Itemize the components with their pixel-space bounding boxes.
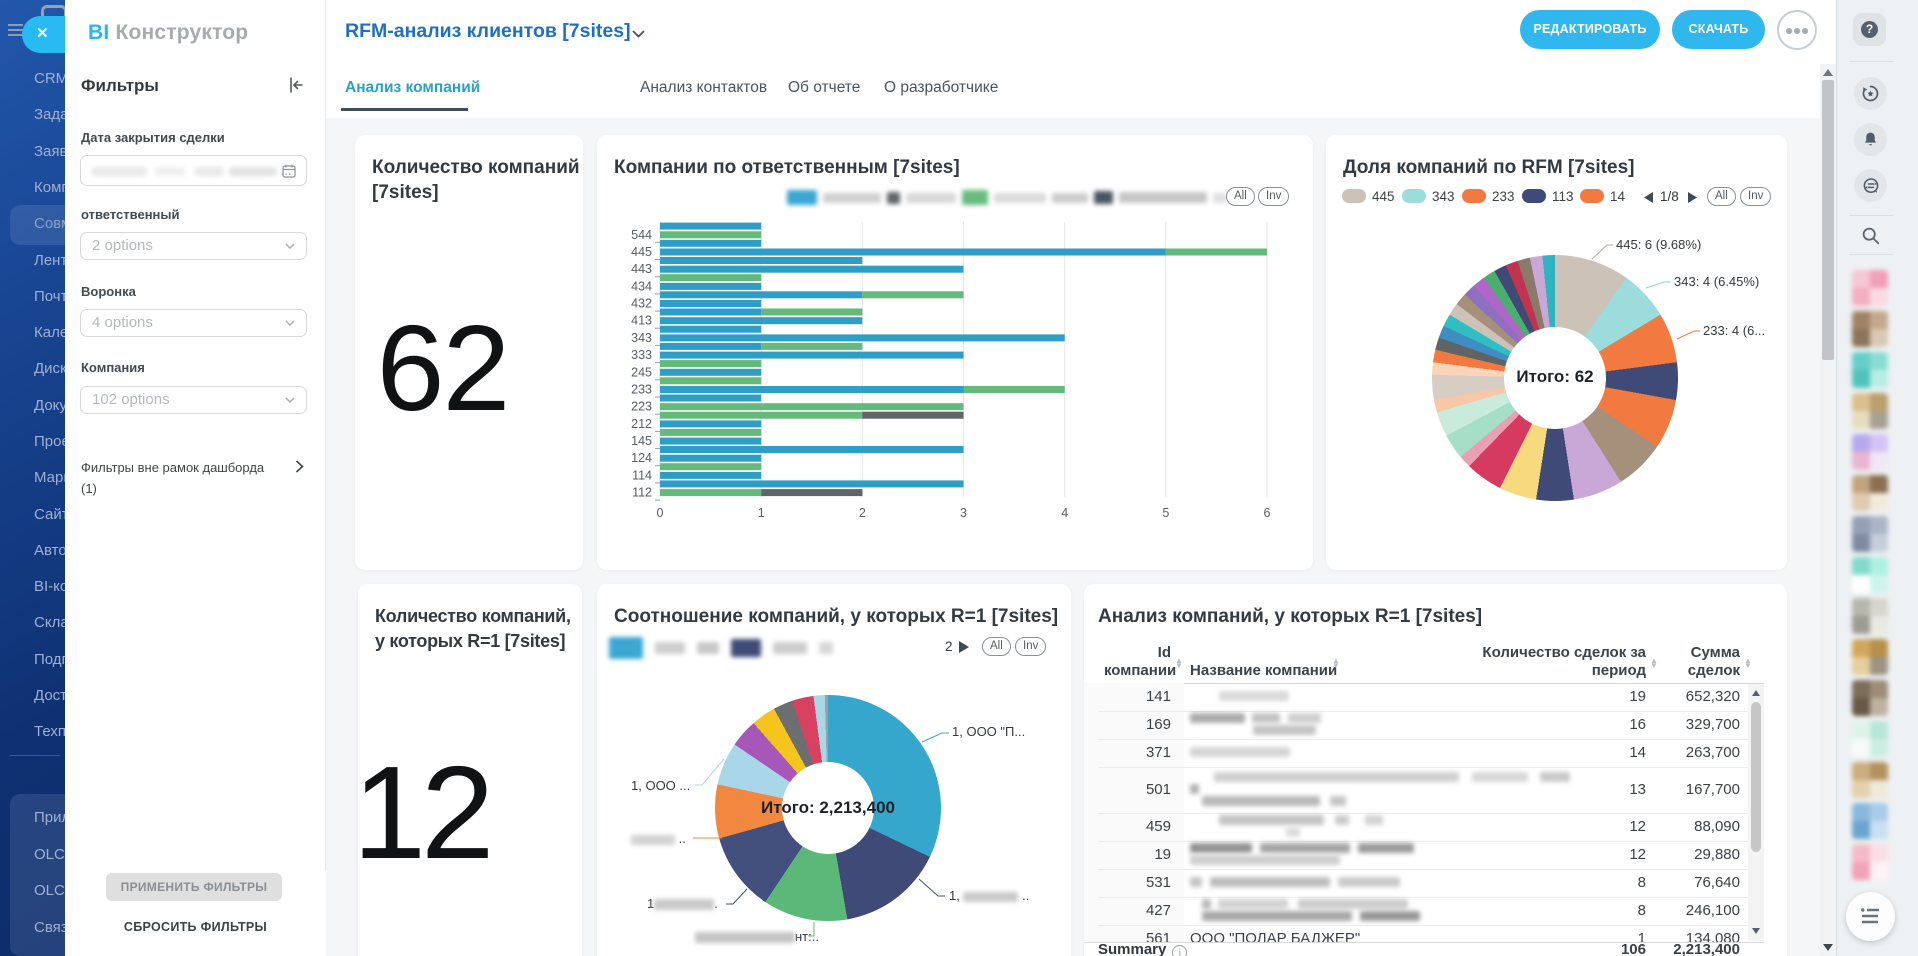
svg-text:4: 4 <box>1061 506 1068 520</box>
svg-text:6: 6 <box>1264 506 1271 520</box>
svg-text:413: 413 <box>631 314 652 328</box>
svg-text:233: 233 <box>631 383 652 397</box>
svg-text:445: 445 <box>631 245 652 259</box>
svg-text:112: 112 <box>632 486 652 500</box>
svg-text:432: 432 <box>631 297 652 311</box>
svg-text:3: 3 <box>960 506 967 520</box>
svg-text:544: 544 <box>631 228 652 242</box>
svg-text:212: 212 <box>631 417 652 431</box>
svg-text:245: 245 <box>631 365 652 379</box>
svg-text:443: 443 <box>631 262 652 276</box>
svg-text:343: 343 <box>631 331 652 345</box>
svg-text:2: 2 <box>859 506 866 520</box>
svg-text:114: 114 <box>632 468 652 482</box>
svg-text:145: 145 <box>631 434 652 448</box>
svg-text:434: 434 <box>631 279 652 293</box>
svg-text:223: 223 <box>631 400 652 414</box>
svg-text:5: 5 <box>1162 506 1169 520</box>
svg-text:124: 124 <box>631 451 652 465</box>
svg-text:1: 1 <box>758 506 765 520</box>
svg-text:0: 0 <box>657 506 664 520</box>
svg-text:333: 333 <box>631 348 652 362</box>
